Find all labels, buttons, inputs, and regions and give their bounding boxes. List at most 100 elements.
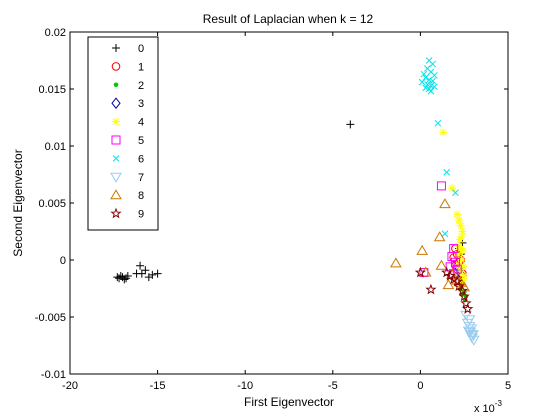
data-point [416, 244, 429, 255]
x-tick-label: -10 [237, 380, 253, 392]
legend-label-2: 2 [138, 80, 144, 92]
data-point [447, 184, 456, 193]
legend-marker-0 [112, 44, 120, 52]
y-tick-label: 0.015 [38, 84, 66, 96]
legend-marker-6 [112, 155, 120, 162]
data-point [454, 250, 463, 259]
legend-label-5: 5 [138, 135, 144, 147]
data-point [458, 246, 467, 255]
data-point [456, 284, 469, 296]
data-point [443, 168, 451, 176]
legend-marker-1 [111, 62, 121, 71]
data-point [441, 230, 449, 238]
series-6 [418, 57, 459, 238]
x-tick-label: -15 [150, 380, 166, 392]
legend-label-3: 3 [138, 98, 144, 110]
data-point [427, 87, 435, 95]
legend-label-7: 7 [138, 172, 144, 184]
legend-marker-3 [111, 97, 121, 110]
data-point [457, 256, 466, 264]
y-tick-label: 0.01 [45, 141, 66, 153]
data-point [439, 128, 448, 137]
legend-label-1: 1 [138, 61, 144, 73]
y-tick-label: -0.005 [35, 312, 66, 324]
data-point [455, 235, 464, 244]
data-point [465, 324, 478, 335]
legend-marker-8 [110, 189, 122, 200]
data-point [462, 326, 475, 337]
series-7 [460, 310, 480, 346]
y-axis-label: Second Eigenvector [11, 149, 25, 256]
chart-title: Result of Laplacian when k = 12 [203, 12, 374, 26]
y-tick-label: 0.005 [38, 198, 66, 210]
data-point [431, 83, 438, 91]
data-point [454, 216, 463, 225]
y-tick-label: -0.01 [41, 369, 66, 381]
legend-marker-7 [110, 172, 122, 183]
data-point [435, 259, 448, 270]
data-point [141, 266, 150, 275]
data-point [429, 77, 437, 85]
data-point [467, 330, 479, 341]
y-tick-label: 0.02 [45, 27, 66, 39]
x-tick-label: 0 [417, 380, 423, 392]
data-point [456, 221, 465, 230]
data-point [464, 327, 477, 338]
x-axis-scale-label: x 10-3 [474, 399, 502, 415]
data-point [442, 279, 455, 290]
data-point [137, 269, 146, 278]
data-points [113, 57, 480, 346]
legend-marker-2 [113, 82, 119, 88]
series-9 [414, 266, 474, 314]
data-point [136, 261, 145, 270]
x-tick-label: 5 [505, 380, 511, 392]
data-point [420, 70, 428, 78]
data-point [148, 270, 157, 279]
x-axis-label: First Eigenvector [244, 395, 334, 409]
data-point [422, 74, 430, 81]
legend-label-8: 8 [138, 190, 144, 202]
legend-label-4: 4 [138, 117, 144, 129]
data-point [453, 280, 465, 292]
legend-label-0: 0 [138, 43, 144, 55]
data-point [439, 198, 451, 209]
data-point [462, 303, 474, 314]
data-point [113, 273, 122, 282]
legend-label-9: 9 [138, 209, 144, 221]
legend-marker-9 [110, 207, 122, 219]
data-point [451, 275, 463, 287]
data-point [459, 262, 468, 271]
legend-box [87, 36, 159, 231]
data-point [346, 120, 355, 129]
x-tick-label: -5 [328, 380, 338, 392]
data-point [458, 290, 470, 302]
data-point [463, 315, 476, 326]
x-tick-label: -20 [62, 380, 78, 392]
x-axis-scale-base: x 10 [474, 403, 495, 415]
data-point [425, 283, 437, 295]
data-point [460, 297, 472, 309]
data-point [458, 227, 467, 236]
y-tick-label: 0 [60, 255, 66, 267]
data-point [153, 269, 162, 278]
data-point [450, 257, 460, 267]
legend-marker-4 [112, 117, 120, 126]
data-point [436, 181, 446, 191]
x-axis-scale-exponent: -3 [495, 399, 503, 408]
data-point [120, 275, 129, 284]
data-point [460, 271, 469, 280]
data-point [452, 189, 459, 197]
data-point [116, 271, 125, 280]
data-point [414, 266, 427, 278]
legend: 0 1 2 3 4 5 6 7 8 9 [87, 36, 159, 231]
data-point [434, 119, 442, 127]
data-point [433, 231, 446, 242]
data-point [389, 257, 402, 268]
data-point [418, 78, 426, 86]
data-point [123, 271, 132, 280]
legend-label-6: 6 [138, 153, 144, 165]
legend-marker-5 [111, 135, 121, 145]
data-point [453, 210, 462, 219]
axis-ticks: -20 -15 -10 -5 0 5 -0.01 -0.005 0 0.005 0.01 0.015 0… [35, 27, 511, 392]
